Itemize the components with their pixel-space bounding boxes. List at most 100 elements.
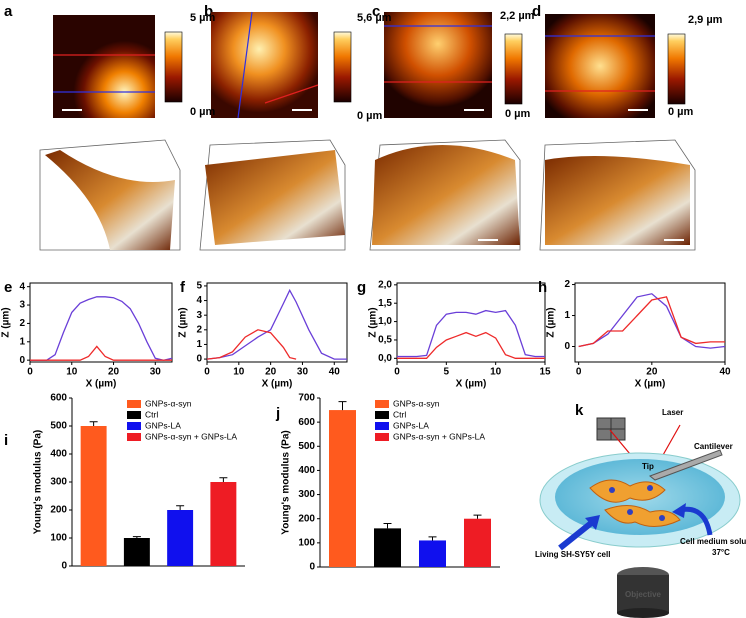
- schematic-label: Living SH-SY5Y cell: [535, 550, 610, 559]
- error-bar: [428, 536, 437, 541]
- y-tick-label: 3: [19, 300, 25, 311]
- y-tick-label: 100: [50, 533, 67, 544]
- y-tick-label: 0: [19, 355, 25, 366]
- y-tick-label: 300: [50, 477, 67, 488]
- legend-swatch: [375, 422, 389, 430]
- panel-label: b: [204, 3, 213, 20]
- y-tick-label: 2: [564, 279, 570, 290]
- schematic-label: 37°C: [712, 548, 730, 557]
- line-series: [578, 293, 726, 349]
- error-bar: [338, 401, 347, 411]
- plot-frame: [206, 282, 348, 363]
- x-tick-label: 0: [394, 367, 400, 378]
- error-bar: [219, 477, 228, 482]
- legend-label: GNPs-α-syn: [145, 398, 192, 408]
- panel-label: d: [532, 3, 541, 20]
- legend-swatch: [127, 400, 141, 408]
- x-tick-label: 5: [444, 367, 450, 378]
- y-tick-label: 400: [298, 465, 315, 476]
- panel-label: f: [180, 279, 186, 296]
- line-series: [206, 329, 297, 360]
- legend-label: GNPs-α-syn: [393, 398, 440, 408]
- y-tick-label: 0: [309, 562, 315, 573]
- y-axis-label: Z (µm): [368, 307, 379, 337]
- line-series: [206, 288, 347, 360]
- x-axis-label: X (µm): [635, 379, 666, 390]
- legend-label: Ctrl: [145, 409, 158, 419]
- y-axis-label: Z (µm): [178, 307, 189, 337]
- y-tick-label: 2: [196, 324, 202, 335]
- panel-label: a: [4, 3, 13, 20]
- x-tick-label: 0: [204, 367, 210, 378]
- y-tick-label: 2,0: [378, 279, 392, 290]
- colorbar-max: 5,6 µm: [357, 12, 392, 24]
- y-tick-label: 0: [564, 341, 570, 352]
- schematic-label: Laser: [662, 408, 683, 417]
- y-tick-label: 100: [298, 537, 315, 548]
- y-tick-label: 500: [298, 441, 315, 452]
- bar: [167, 510, 194, 566]
- bar: [123, 538, 150, 566]
- afm-images: [53, 11, 655, 119]
- y-tick-label: 0,0: [378, 353, 392, 364]
- line-series: [30, 345, 172, 361]
- line-series: [30, 296, 173, 361]
- y-tick-label: 0,5: [378, 335, 392, 346]
- y-axis-label: Z (µm): [1, 307, 12, 337]
- error-bar: [89, 421, 98, 426]
- schematic: [539, 417, 741, 618]
- y-tick-label: 600: [298, 417, 315, 428]
- afm-3d: [39, 139, 696, 251]
- x-tick-label: 40: [329, 367, 341, 378]
- x-tick-label: 10: [66, 367, 78, 378]
- legend-label: Ctrl: [393, 409, 406, 419]
- y-axis-label: Young's modulus (Pa): [281, 430, 292, 534]
- colorbar-min: 0 µm: [505, 108, 531, 120]
- y-tick-label: 1: [564, 310, 570, 321]
- bar: [80, 426, 107, 566]
- y-tick-label: 1: [19, 336, 25, 347]
- x-tick-label: 30: [150, 367, 162, 378]
- panel-label: g: [357, 279, 366, 296]
- legend-label: GNPs-α-syn + GNPs-LA: [145, 431, 237, 441]
- y-tick-label: 1: [196, 339, 202, 350]
- y-tick-label: 200: [298, 513, 315, 524]
- y-tick-label: 4: [19, 281, 25, 292]
- legend-swatch: [375, 400, 389, 408]
- y-tick-label: 2: [19, 318, 25, 329]
- y-tick-label: 400: [50, 449, 67, 460]
- x-axis-label: X (µm): [456, 379, 487, 390]
- x-tick-label: 0: [27, 367, 33, 378]
- panel-label: j: [275, 405, 280, 422]
- error-bar: [473, 514, 482, 519]
- line-series: [397, 331, 545, 359]
- bar: [374, 528, 401, 567]
- plot-frame: [574, 282, 726, 363]
- legend-swatch: [127, 422, 141, 430]
- x-tick-label: 0: [576, 367, 582, 378]
- colorbars: [164, 31, 686, 105]
- legend-label: GNPs-LA: [145, 420, 181, 430]
- colorbar-max: 2,2 µm: [500, 10, 535, 22]
- error-bar: [383, 523, 392, 529]
- y-axis-label: Z (µm): [546, 307, 557, 337]
- legend-label: GNPs-α-syn + GNPs-LA: [393, 431, 485, 441]
- x-tick-label: 15: [539, 367, 551, 378]
- panel-label: e: [4, 279, 12, 296]
- y-tick-label: 700: [298, 393, 315, 404]
- schematic-label: Tip: [642, 462, 654, 471]
- legend-swatch: [375, 411, 389, 419]
- colorbar-min: 0 µm: [668, 106, 694, 118]
- x-axis-label: X (µm): [86, 379, 117, 390]
- y-tick-label: 4: [196, 295, 202, 306]
- colorbar-max: 2,9 µm: [688, 14, 723, 26]
- legend-swatch: [127, 411, 141, 419]
- y-tick-label: 5: [196, 281, 202, 292]
- y-tick-label: 500: [50, 421, 67, 432]
- x-tick-label: 20: [108, 367, 120, 378]
- x-tick-label: 10: [490, 367, 502, 378]
- line-series: [578, 296, 725, 348]
- y-tick-label: 0: [61, 561, 67, 572]
- y-tick-label: 3: [196, 310, 202, 321]
